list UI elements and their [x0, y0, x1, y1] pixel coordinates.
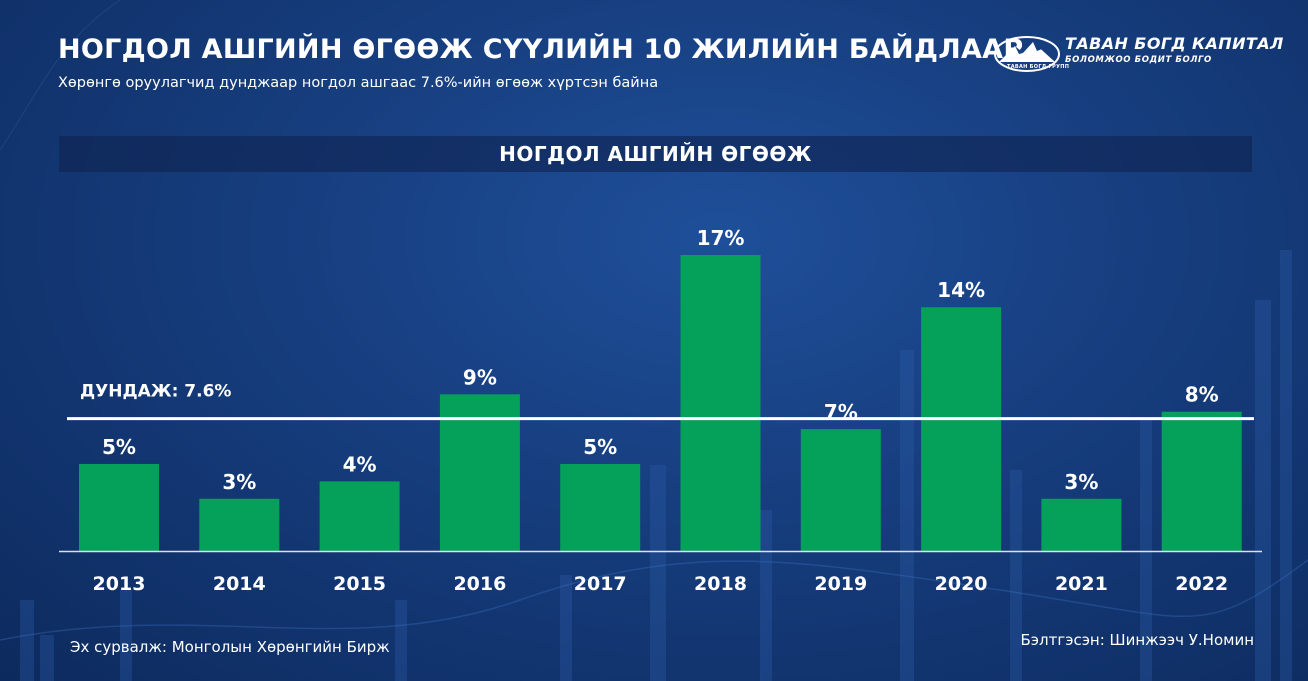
bar-2020 — [921, 307, 1002, 551]
data-label-2014: 3% — [222, 470, 256, 494]
page-title: НОГДОЛ АШГИЙН ӨГӨӨЖ СҮҮЛИЙН 10 ЖИЛИЙН БА… — [58, 34, 1024, 65]
data-label-2018: 17% — [697, 226, 745, 250]
data-label-2013: 5% — [102, 435, 136, 459]
bar-2013 — [79, 463, 159, 551]
bar-2015 — [319, 481, 400, 551]
x-tick-label-2017: 2017 — [574, 573, 627, 595]
x-tick-label-2015: 2015 — [333, 573, 386, 595]
average-label: ДУНДАЖ: 7.6% — [80, 382, 231, 402]
source-note: Эх сурвалж: Монголын Хөрөнгийн Бирж — [70, 638, 390, 656]
x-tick-label-2013: 2013 — [93, 573, 146, 595]
bar-2021 — [1041, 498, 1122, 551]
bar-2018 — [680, 255, 761, 551]
page-subtitle: Хөрөнгө оруулагчид дунджаар ногдол ашгаа… — [58, 75, 659, 91]
data-label-2021: 3% — [1064, 470, 1098, 494]
mountain-logo-icon — [994, 36, 1060, 72]
chart-title: НОГДОЛ АШГИЙН ӨГӨӨЖ — [59, 136, 1252, 172]
x-tick-label-2021: 2021 — [1055, 573, 1108, 595]
bar-2019 — [800, 429, 881, 551]
logo-tagline: БОЛОМЖОО БОДИТ БОЛГО — [1065, 55, 1212, 65]
data-label-2022: 8% — [1185, 383, 1219, 407]
author-note: Бэлтгэсэн: Шинжээч У.Номин — [1020, 631, 1254, 649]
bar-2022 — [1161, 411, 1242, 551]
x-tick-label-2022: 2022 — [1175, 573, 1228, 595]
data-label-2016: 9% — [463, 365, 497, 389]
data-label-2017: 5% — [583, 435, 617, 459]
x-tick-label-2019: 2019 — [814, 573, 867, 595]
data-label-2020: 14% — [937, 278, 985, 302]
x-tick-label-2016: 2016 — [453, 573, 506, 595]
logo-name: ТАВАН БОГД КАПИТАЛ — [1065, 34, 1284, 53]
bar-2014 — [199, 498, 280, 551]
x-tick-label-2014: 2014 — [213, 573, 266, 595]
data-label-2015: 4% — [343, 452, 377, 476]
logo-group-label: ТАВАН БОГД ГРУПП — [1007, 64, 1070, 70]
x-tick-label-2020: 2020 — [935, 573, 988, 595]
x-tick-label-2018: 2018 — [694, 573, 747, 595]
data-label-2019: 7% — [824, 400, 858, 424]
bar-2016 — [439, 394, 520, 551]
bar-2017 — [560, 463, 641, 551]
company-logo: ТАВАН БОГД ГРУПП ТАВАН БОГД КАПИТАЛ БОЛО… — [993, 34, 1283, 74]
